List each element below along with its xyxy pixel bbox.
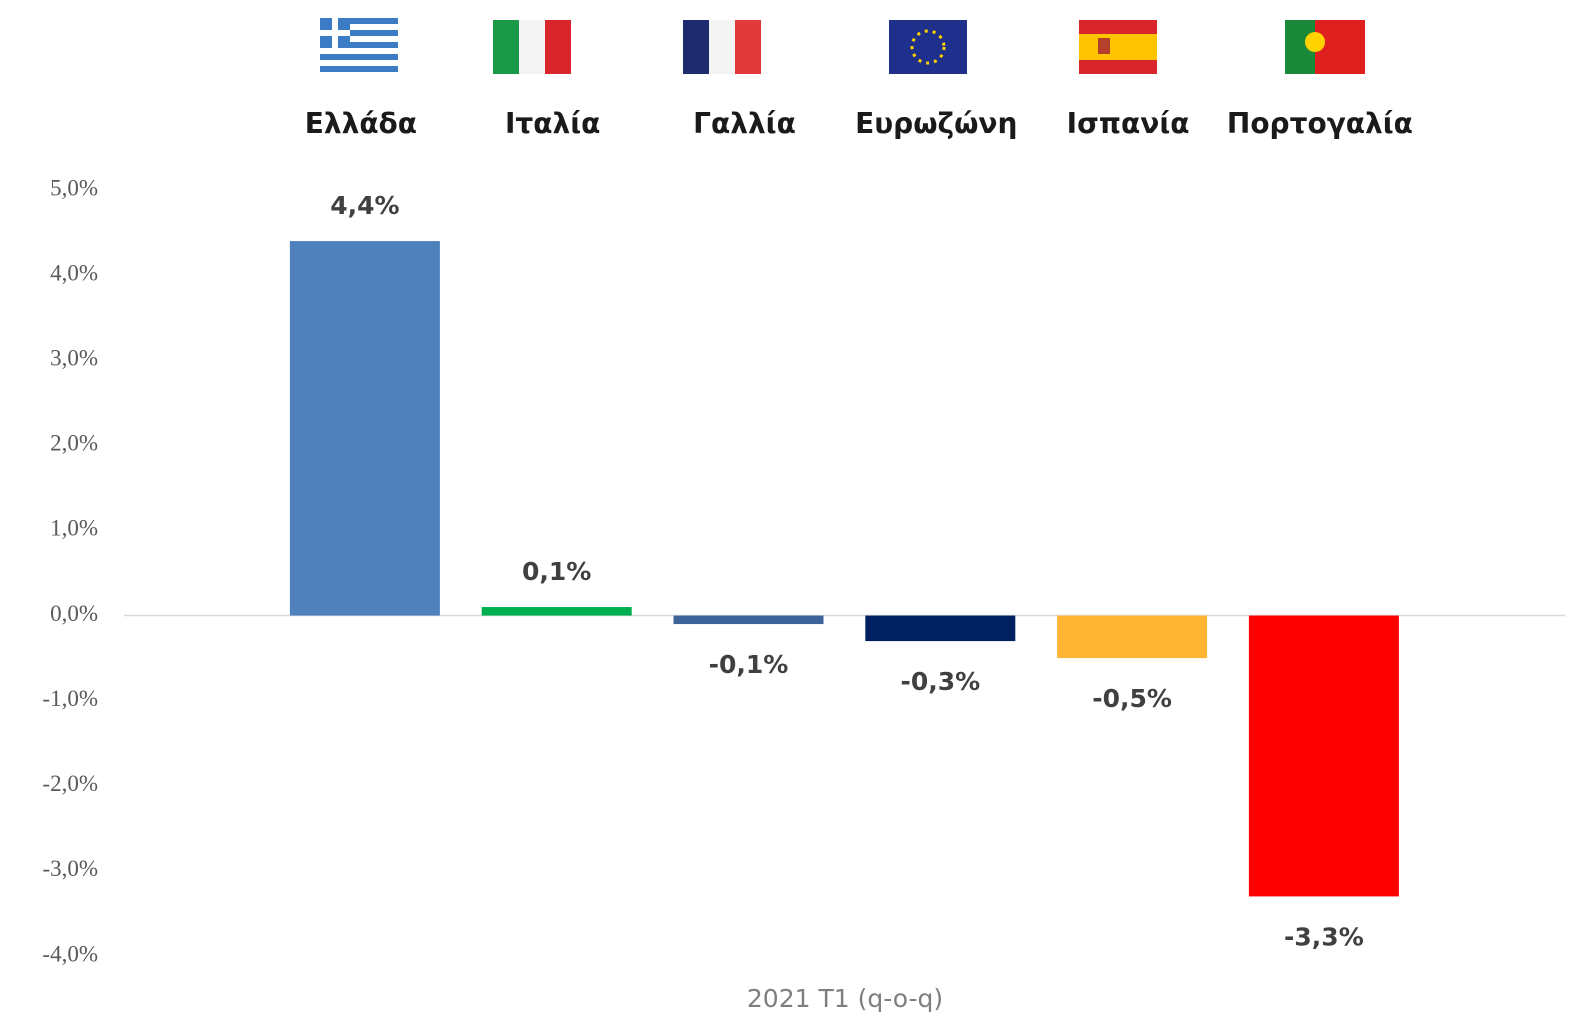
value-label: -3,3% xyxy=(1284,922,1364,951)
value-label: -0,3% xyxy=(900,667,980,696)
category-label: Γαλλία xyxy=(693,107,796,140)
x-axis-label: 2021 T1 (q-o-q) xyxy=(747,984,943,1013)
bar xyxy=(865,615,1016,642)
flag-eu xyxy=(889,20,967,74)
value-label: -0,5% xyxy=(1092,684,1172,713)
category-label: Ελλάδα xyxy=(305,107,417,140)
y-tick-label: -1,0% xyxy=(42,686,98,711)
category-label: Ευρωζώνη xyxy=(855,107,1017,140)
bar xyxy=(481,607,632,616)
category-label: Ισπανία xyxy=(1067,107,1190,140)
y-tick-label: -3,0% xyxy=(42,856,98,881)
bar xyxy=(673,615,824,625)
y-tick-label: 3,0% xyxy=(50,346,98,371)
flag-france xyxy=(683,20,761,74)
category-label: Ιταλία xyxy=(505,107,600,140)
value-label: -0,1% xyxy=(709,650,789,679)
flag-italy xyxy=(493,20,571,74)
bar xyxy=(1057,615,1208,659)
flag-spain xyxy=(1079,20,1157,74)
flag-greece xyxy=(320,18,398,74)
y-tick-label: 5,0% xyxy=(50,175,98,200)
y-tick-label: 1,0% xyxy=(50,516,98,541)
y-tick-label: 4,0% xyxy=(50,260,98,285)
flag-portugal xyxy=(1285,20,1365,74)
value-label: 4,4% xyxy=(330,191,399,220)
value-label: 0,1% xyxy=(522,557,591,586)
y-tick-label: -2,0% xyxy=(42,771,98,796)
flags xyxy=(320,18,1365,74)
y-tick-label: 0,0% xyxy=(50,601,98,626)
category-label: Πορτογαλία xyxy=(1227,107,1413,140)
bar xyxy=(1248,615,1399,897)
y-tick-label: -4,0% xyxy=(42,941,98,966)
bar xyxy=(289,241,440,616)
y-tick-label: 2,0% xyxy=(50,431,98,456)
